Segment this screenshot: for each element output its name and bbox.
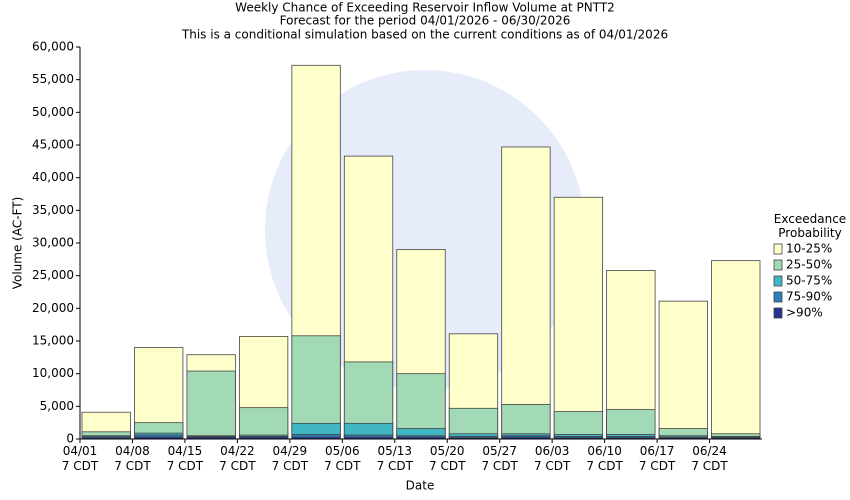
x-tick-label: 05/20 7 CDT bbox=[429, 444, 466, 473]
legend-label: >90% bbox=[786, 306, 823, 320]
y-tick-label: 55,000 bbox=[32, 72, 74, 86]
legend-swatch bbox=[773, 259, 783, 271]
y-tick-label: 25,000 bbox=[32, 268, 74, 282]
chart-subtitle: This is a conditional simulation based o… bbox=[181, 28, 668, 42]
bar bbox=[501, 146, 551, 440]
y-tick-label: 35,000 bbox=[32, 203, 74, 217]
bar bbox=[186, 370, 236, 440]
bar bbox=[711, 260, 761, 440]
bar bbox=[291, 335, 341, 440]
x-tick-label: 04/15 7 CDT bbox=[167, 444, 204, 473]
x-tick-label: 04/01 7 CDT bbox=[62, 444, 99, 473]
x-tick-label: 05/13 7 CDT bbox=[377, 444, 414, 473]
x-tick-label: 06/17 7 CDT bbox=[639, 444, 676, 473]
y-tick-label: 0 bbox=[66, 432, 74, 446]
y-tick-label: 20,000 bbox=[32, 301, 74, 315]
y-tick-label: 30,000 bbox=[32, 236, 74, 250]
x-axis-label: Date bbox=[406, 479, 435, 493]
x-tick-label: 04/22 7 CDT bbox=[219, 444, 256, 473]
y-tick-label: 15,000 bbox=[32, 334, 74, 348]
legend-title: Exceedance Probability bbox=[774, 212, 846, 240]
bar bbox=[658, 300, 708, 440]
legend-label: 75-90% bbox=[786, 290, 832, 304]
y-tick-label: 45,000 bbox=[32, 138, 74, 152]
y-tick-label: 50,000 bbox=[32, 105, 74, 119]
chart-title: Weekly Chance of Exceeding Reservoir Inf… bbox=[235, 1, 615, 15]
bar bbox=[396, 373, 446, 440]
legend-label: 50-75% bbox=[786, 274, 832, 288]
x-tick-label: 06/24 7 CDT bbox=[691, 444, 728, 473]
legend-swatch bbox=[773, 291, 783, 303]
y-tick-label: 5,000 bbox=[40, 399, 74, 413]
x-tick-label: 06/03 7 CDT bbox=[534, 444, 571, 473]
y-tick-label: 10,000 bbox=[32, 366, 74, 380]
legend-swatch bbox=[773, 243, 783, 255]
x-tick-label: 04/29 7 CDT bbox=[272, 444, 309, 473]
y-axis-label: Volume (AC-FT) bbox=[11, 197, 25, 290]
legend-swatch bbox=[773, 275, 783, 287]
bar bbox=[501, 403, 551, 440]
legend-label: 10-25% bbox=[786, 242, 832, 256]
x-tick-label: 05/06 7 CDT bbox=[324, 444, 361, 473]
legend-label: 25-50% bbox=[786, 258, 832, 272]
x-tick-label: 04/08 7 CDT bbox=[114, 444, 151, 473]
x-tick-label: 05/27 7 CDT bbox=[481, 444, 518, 473]
chart-subtitle: Forecast for the period 04/01/2026 - 06/… bbox=[280, 14, 571, 28]
legend-swatch bbox=[773, 307, 783, 319]
y-tick-label: 40,000 bbox=[32, 170, 74, 184]
bar bbox=[553, 196, 604, 440]
bar bbox=[238, 407, 289, 440]
y-tick-label: 60,000 bbox=[32, 40, 74, 54]
x-tick-label: 06/10 7 CDT bbox=[586, 444, 623, 473]
